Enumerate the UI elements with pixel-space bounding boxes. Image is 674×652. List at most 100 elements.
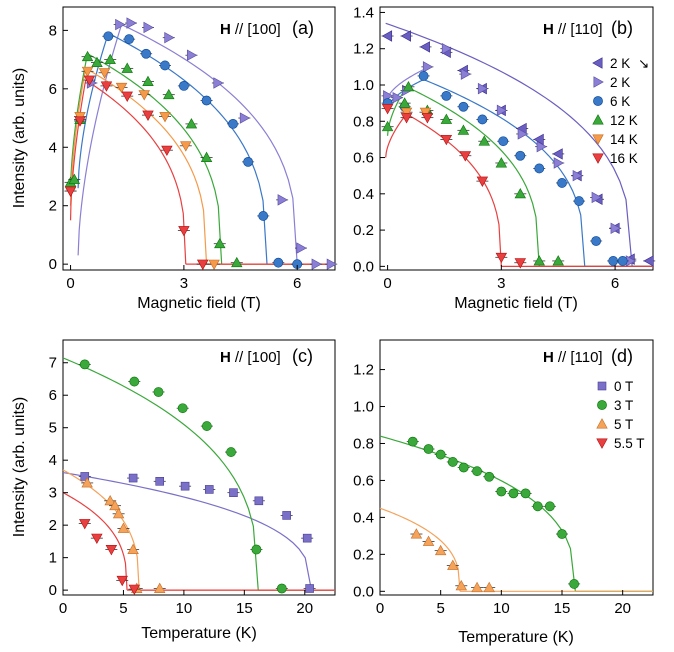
y-tick-label: 0.2 [353,546,374,563]
data-point-3T [423,444,434,454]
data-point-2K_down [610,222,621,234]
data-point-2K_up [400,30,412,42]
y-tick-label: 1.2 [353,41,374,58]
x-tick-label: 10 [493,600,510,617]
data-point-6K [515,150,526,161]
x-axis-label: Temperature (K) [141,625,257,642]
data-point-3T [496,486,507,497]
legend-marker-12K [592,114,604,125]
fit-curve-6K [77,33,109,189]
data-point-16K [74,116,86,127]
data-point-6K [608,256,619,266]
data-point-6K [498,136,509,147]
annotation-rest: // [100] [235,349,281,366]
data-point-3T [508,488,519,499]
data-point-16K [495,252,508,264]
data-point-2K_down [477,82,489,95]
data-point-12K [478,135,490,146]
fit-curve-5p5T [62,492,128,591]
data-point-5T [447,559,459,570]
data-point-3T [407,436,418,447]
panel-b: 0 3 6 0.0 0.2 0.4 0.6 0.8 1.0 1.2 1.4 H// [110] (b… [353,4,656,312]
y-tick-label: 1.2 [353,362,374,379]
x-tick-label: 0 [383,275,391,292]
data-point-16K [100,81,113,92]
data-point-6K [591,236,602,246]
fit-curve-5T [379,507,461,592]
data-point-12K [200,151,213,162]
data-point-3T [472,466,482,477]
data-point-3T [153,387,164,397]
data-point-2K_down [296,242,307,254]
y-tick-label: 1 [49,550,57,567]
data-point-2K_down [460,68,472,80]
data-point-12K [398,97,411,108]
legend-label: 12 K [610,113,638,128]
x-tick-label: 3 [497,275,505,292]
data-point-3T [484,471,495,482]
data-point-3T [435,449,446,460]
data-point-5p5T [116,575,128,587]
tick-labels: 0 3 6 0 2 4 6 8 [49,22,302,292]
y-tick-label: 1.0 [353,77,374,94]
tick-labels: 0 5 10 15 20 0 1 2 3 4 5 6 7 [49,355,313,617]
data-point-5T [127,543,139,554]
legend-label: 2 K [610,56,630,71]
data-point-0T [80,472,90,481]
y-tick-label: 0.8 [353,113,374,130]
y-tick-label: 4 [49,139,57,156]
data-point-3T [458,462,469,473]
y-tick-label: 4 [49,452,57,469]
data-point-12K [457,124,470,135]
data-point-16K [514,258,527,269]
annotation-rest: // [110] [558,349,603,366]
legend: 0 T 3 T 5 T 5.5 T [596,379,645,451]
data-point-12K [514,188,527,199]
legend-marker-5p5T [596,438,608,449]
fit-curve-12K [406,86,540,267]
y-tick-label: 6 [49,387,57,404]
panel-label: (c) [292,346,313,366]
data-point-16K [178,226,190,237]
data-point-5p5T [105,545,118,556]
y-tick-label: 0.4 [353,186,374,203]
data-point-6K [201,95,212,106]
annotation-bold: H [220,21,231,38]
data-point-2K_up [552,148,563,160]
annotation: H// [110] [543,21,603,38]
panel-label: (d) [611,346,633,366]
data-point-6K [243,156,254,167]
fit-curve-2K_down [121,23,298,265]
data-point-12K [381,120,394,132]
fit-curve-16K [69,79,87,221]
legend-label: 16 K [610,151,638,166]
data-point-5T [434,544,447,556]
data-point-5p5T [79,519,91,530]
annotation: H// [100] [220,349,281,366]
data-point-14K [98,68,111,79]
data-point-6K [141,48,152,59]
data-point-2K_up [419,41,430,53]
fit-curve-16K [406,113,502,267]
data-point-5T [81,477,93,488]
y-tick-label: 0.6 [353,150,374,167]
y-axis-label-top: Intensity (arb. units) [11,68,28,209]
x-tick-label: 3 [180,275,188,292]
data-point-5T [154,582,166,593]
data-point-14K [159,112,171,123]
plot-frame [62,339,336,596]
fit-curve-12K [87,53,223,265]
legend-marker-16K [592,153,604,164]
fit-curve-6K [423,78,586,267]
data-point-3T [532,501,543,512]
fit-curve-2K_down [387,66,430,100]
panel-label: (a) [292,18,314,38]
data-point-16K [83,75,96,86]
annotation-rest: // [100] [235,21,281,38]
legend-label: 14 K [610,132,638,147]
x-tick-label: 6 [293,275,301,292]
data-point-2K_down [126,17,137,29]
data-point-5T [104,494,116,506]
fit-curve-5T [62,469,140,591]
data-point-12K [142,75,154,86]
